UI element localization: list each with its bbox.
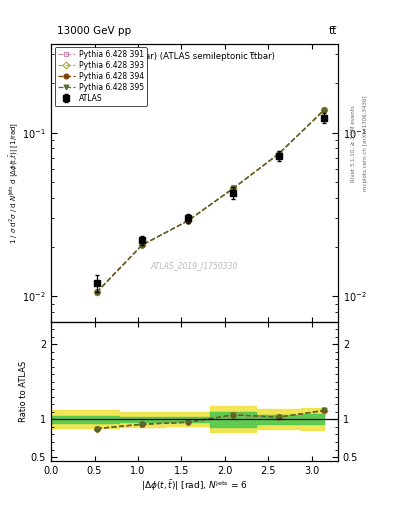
Line: Pythia 6.428 393: Pythia 6.428 393 — [94, 108, 327, 294]
Y-axis label: Ratio to ATLAS: Ratio to ATLAS — [19, 360, 28, 422]
Text: tt̅: tt̅ — [329, 26, 337, 36]
Text: Δφ (t̅tbar) (ATLAS semileptonic t̅tbar): Δφ (t̅tbar) (ATLAS semileptonic t̅tbar) — [115, 52, 274, 61]
Pythia 6.428 391 — [94, 290, 99, 296]
Pythia 6.428 391 — [185, 218, 190, 224]
Line: Pythia 6.428 394: Pythia 6.428 394 — [94, 108, 327, 294]
Pythia 6.428 395 — [185, 218, 190, 224]
Legend: Pythia 6.428 391, Pythia 6.428 393, Pythia 6.428 394, Pythia 6.428 395, ATLAS: Pythia 6.428 391, Pythia 6.428 393, Pyth… — [55, 47, 147, 106]
Pythia 6.428 391 — [140, 242, 145, 248]
Text: Rivet 3.1.10, ≥ 3.3M events: Rivet 3.1.10, ≥ 3.3M events — [351, 105, 356, 182]
Line: Pythia 6.428 395: Pythia 6.428 395 — [94, 108, 327, 294]
Pythia 6.428 393 — [140, 242, 145, 248]
Pythia 6.428 393 — [185, 218, 190, 224]
Y-axis label: 1 / $\sigma$ d$^2\sigma$ / d $N^{\rm jets}$ d |$\Delta\phi$(t,$\bar{t}$)| [1/rad: 1 / $\sigma$ d$^2\sigma$ / d $N^{\rm jet… — [7, 121, 21, 244]
Pythia 6.428 395 — [322, 106, 327, 113]
Pythia 6.428 394 — [185, 218, 190, 224]
Pythia 6.428 394 — [276, 151, 281, 157]
Pythia 6.428 394 — [94, 289, 99, 295]
Pythia 6.428 394 — [231, 185, 235, 191]
Text: mcplots.cern.ch [arXiv:1306.3436]: mcplots.cern.ch [arXiv:1306.3436] — [363, 96, 368, 191]
Pythia 6.428 394 — [140, 242, 145, 248]
Pythia 6.428 393 — [231, 185, 235, 191]
Pythia 6.428 395 — [94, 289, 99, 295]
Pythia 6.428 394 — [322, 106, 327, 113]
Text: ATLAS_2019_I1750330: ATLAS_2019_I1750330 — [151, 262, 238, 270]
Line: Pythia 6.428 391: Pythia 6.428 391 — [94, 108, 327, 295]
Pythia 6.428 395 — [231, 185, 235, 191]
Pythia 6.428 395 — [140, 242, 145, 248]
Pythia 6.428 393 — [276, 151, 281, 157]
Pythia 6.428 391 — [231, 185, 235, 191]
Pythia 6.428 391 — [322, 107, 327, 113]
Pythia 6.428 395 — [276, 151, 281, 157]
X-axis label: $|\Delta\phi(t,\bar{t})|$ [rad], $N^{\rm jets}$ = 6: $|\Delta\phi(t,\bar{t})|$ [rad], $N^{\rm… — [141, 478, 248, 494]
Pythia 6.428 393 — [94, 289, 99, 295]
Text: 13000 GeV pp: 13000 GeV pp — [57, 26, 131, 36]
Pythia 6.428 391 — [276, 151, 281, 157]
Pythia 6.428 393 — [322, 107, 327, 113]
